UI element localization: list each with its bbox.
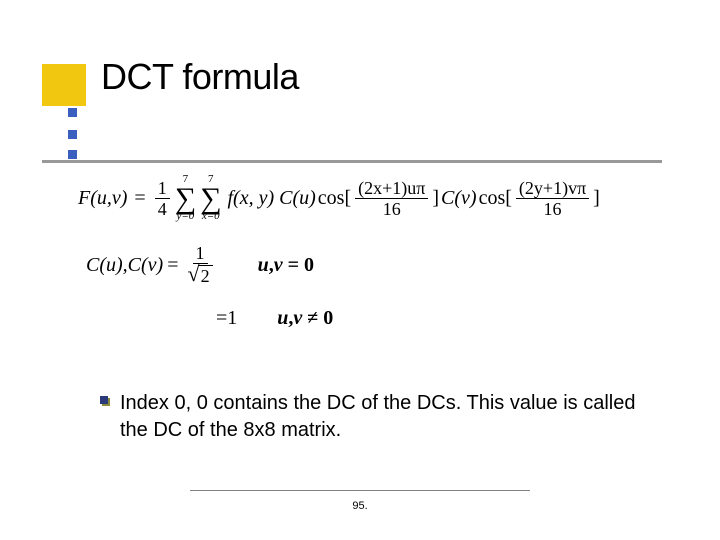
equals-sign: = — [129, 187, 150, 210]
coefficient-case-2: =1 u,v ≠ 0 — [216, 307, 698, 330]
header-underline — [42, 160, 662, 163]
condition-uv-zero: u,v = 0 — [258, 254, 314, 277]
f-xy: f(x, y) — [227, 187, 274, 210]
footer-divider — [190, 490, 530, 491]
condition-uv-nonzero: u,v ≠ 0 — [277, 307, 333, 330]
equals-one: =1 — [216, 307, 237, 330]
slide-title: DCT formula — [101, 56, 720, 98]
bullet-point: Index 0, 0 contains the DC of the DCs. T… — [100, 390, 660, 444]
cos1-open: cos[ — [318, 187, 351, 210]
coefficient-case-1: C(u),C(v) = 1 √2 u,v = 0 — [86, 244, 698, 288]
fraction-one-quarter: 1 4 — [155, 179, 170, 218]
c-of-u: C(u) — [279, 187, 316, 210]
bullet-text: Index 0, 0 contains the DC of the DCs. T… — [120, 390, 660, 444]
cos1-close: ] — [432, 187, 439, 210]
formula-lhs: F(u,v) — [78, 187, 127, 210]
main-dct-formula: F(u,v) = 1 4 7 ∑ y=0 7 ∑ x=0 f(x, y) C(u… — [78, 175, 698, 222]
cos2-fraction: (2y+1)vπ 16 — [516, 179, 589, 218]
cos2-close: ] — [593, 187, 600, 210]
header-accent-block — [42, 64, 86, 106]
cos2-open: cos[ — [479, 187, 512, 210]
header-tick-1 — [68, 108, 77, 117]
cu-cv-label: C(u),C(v) — [86, 254, 163, 277]
equals-2: = — [167, 254, 178, 277]
slide-header: DCT formula — [0, 0, 720, 98]
header-tick-2 — [68, 130, 77, 139]
sum-over-y: 7 ∑ y=0 — [175, 175, 196, 222]
sum-over-x: 7 ∑ x=0 — [200, 175, 221, 222]
formula-block: F(u,v) = 1 4 7 ∑ y=0 7 ∑ x=0 f(x, y) C(u… — [78, 175, 698, 330]
c-of-v: C(v) — [441, 187, 477, 210]
cos1-fraction: (2x+1)uπ 16 — [355, 179, 428, 218]
one-over-root2: 1 √2 — [184, 244, 215, 288]
bullet-icon — [100, 396, 112, 408]
header-tick-3 — [68, 150, 77, 159]
page-number: 95. — [0, 500, 720, 512]
